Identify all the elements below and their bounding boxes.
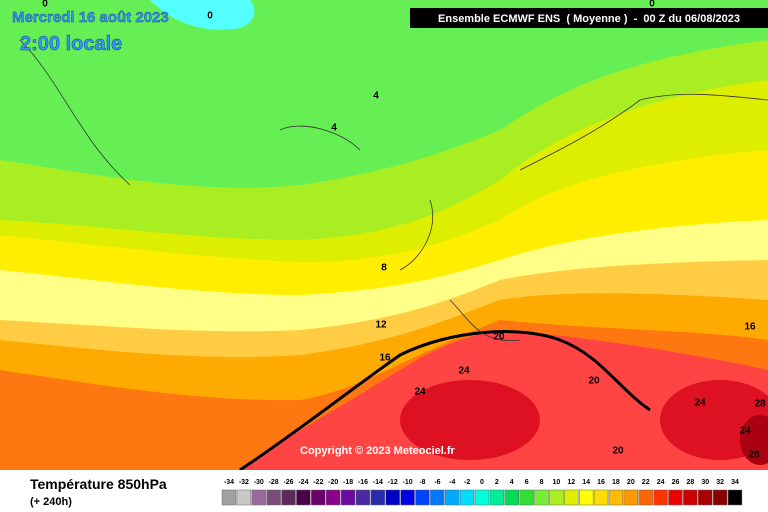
contour-label: 0 — [207, 11, 213, 22]
legend-tick: -34 — [224, 479, 234, 486]
legend-tick: -2 — [464, 479, 470, 486]
legend-tick: 8 — [540, 479, 544, 486]
time: 2:00 locale — [20, 33, 122, 55]
legend-swatch — [281, 489, 296, 506]
legend-swatch — [653, 489, 668, 506]
contour-label: 12 — [375, 320, 387, 331]
legend-swatch — [296, 489, 311, 506]
legend-tick: -24 — [298, 479, 308, 486]
contour-label: 16 — [379, 353, 391, 364]
legend-swatch — [623, 489, 639, 506]
legend-tick: 2 — [495, 479, 499, 486]
contour-label: 24 — [458, 366, 470, 377]
legend-swatch — [355, 489, 371, 506]
legend-swatch — [549, 489, 564, 506]
legend-swatch — [459, 489, 475, 506]
legend-swatch — [385, 489, 400, 506]
contour-label: 20 — [588, 376, 600, 387]
legend-swatch — [668, 489, 683, 506]
legend-tick: 12 — [567, 479, 575, 486]
legend-tick: 30 — [701, 479, 709, 486]
contour-label: 28 — [754, 399, 766, 410]
copyright: Copyright © 2023 Meteociel.fr — [300, 445, 456, 457]
legend-tick: -26 — [283, 479, 293, 486]
legend-tick: -6 — [434, 479, 440, 486]
contour-label: 28 — [748, 450, 760, 461]
legend-swatch — [251, 489, 266, 506]
legend-tick: 10 — [553, 479, 561, 486]
contour-label: 20 — [612, 446, 624, 457]
legend-tick: 26 — [672, 479, 680, 486]
legend-swatch — [504, 489, 519, 506]
legend-swatch — [727, 489, 743, 506]
contour-label: 24 — [739, 426, 751, 437]
temperature-field — [0, 0, 768, 472]
legend-tick: -22 — [313, 479, 323, 486]
legend-tick: -14 — [373, 479, 383, 486]
legend-tick: -28 — [269, 479, 279, 486]
legend-tick: 0 — [480, 479, 484, 486]
legend-swatch — [638, 489, 653, 506]
legend-swatch — [608, 489, 624, 506]
legend-swatch — [683, 489, 698, 506]
legend-swatch — [266, 489, 281, 506]
legend-tick: 24 — [657, 479, 665, 486]
legend-tick: 20 — [627, 479, 635, 486]
legend-swatch — [445, 489, 460, 506]
legend-swatch — [698, 489, 713, 506]
legend-tick: -10 — [403, 479, 413, 486]
legend-tick: 14 — [582, 479, 590, 486]
legend-tick: 28 — [686, 479, 694, 486]
legend-swatch — [712, 489, 728, 506]
legend-tick: 4 — [510, 479, 514, 486]
footer-subtitle: (+ 240h) — [30, 496, 72, 508]
contour-label: 0 — [42, 0, 48, 10]
legend-swatch — [325, 489, 341, 506]
legend-swatch — [221, 489, 237, 506]
contour-label: 4 — [373, 91, 379, 102]
legend-tick: -8 — [419, 479, 425, 486]
legend-swatch — [578, 489, 594, 506]
legend-tick: 32 — [716, 479, 724, 486]
contour-label: 8 — [381, 263, 387, 274]
legend-tick: 6 — [525, 479, 529, 486]
contour-label: 0 — [649, 0, 655, 10]
footer-title: Température 850hPa — [30, 476, 167, 492]
legend-swatch — [236, 489, 252, 506]
contour-label: 16 — [744, 322, 756, 333]
contour-labels: 0 0 0 4 4 8 12 16 20 24 24 20 16 24 28 24 28 20 — [42, 0, 766, 461]
legend-tick: -32 — [239, 479, 249, 486]
contour-label: 4 — [331, 123, 337, 134]
legend-swatch — [564, 489, 579, 506]
contour-label: 24 — [414, 387, 426, 398]
legend-tick: 34 — [731, 479, 739, 486]
legend-tick: -20 — [328, 479, 338, 486]
date: Mercredi 16 août 2023 — [12, 9, 169, 26]
legend-tick: 18 — [612, 479, 620, 486]
legend-tick: -18 — [343, 479, 353, 486]
legend-swatch — [519, 489, 534, 506]
legend-swatch — [534, 489, 549, 506]
legend-tick: -12 — [388, 479, 398, 486]
legend-swatch — [370, 489, 386, 506]
legend-swatch — [489, 489, 505, 506]
model-box — [410, 8, 768, 28]
legend-swatch — [400, 489, 415, 506]
legend-swatch — [474, 489, 490, 506]
legend-tick: -30 — [254, 479, 264, 486]
legend-tick: -4 — [449, 479, 455, 486]
legend-tick: 16 — [597, 479, 605, 486]
legend-swatch — [415, 489, 430, 506]
legend-swatch — [311, 489, 326, 506]
model: Ensemble ECMWF ENS ( Moyenne ) - 00 Z du… — [438, 13, 740, 25]
legend: -34 -32 -30 -28 -26 -24 -22 -20 -18 -16 -14 -12 -10-… — [221, 479, 743, 506]
contour-label: 24 — [694, 398, 706, 409]
legend-swatch — [340, 489, 356, 506]
contour-label: 20 — [493, 332, 505, 343]
legend-swatch — [430, 489, 445, 506]
legend-tick: 22 — [642, 479, 650, 486]
legend-tick: -16 — [358, 479, 368, 486]
legend-swatch — [593, 489, 609, 506]
